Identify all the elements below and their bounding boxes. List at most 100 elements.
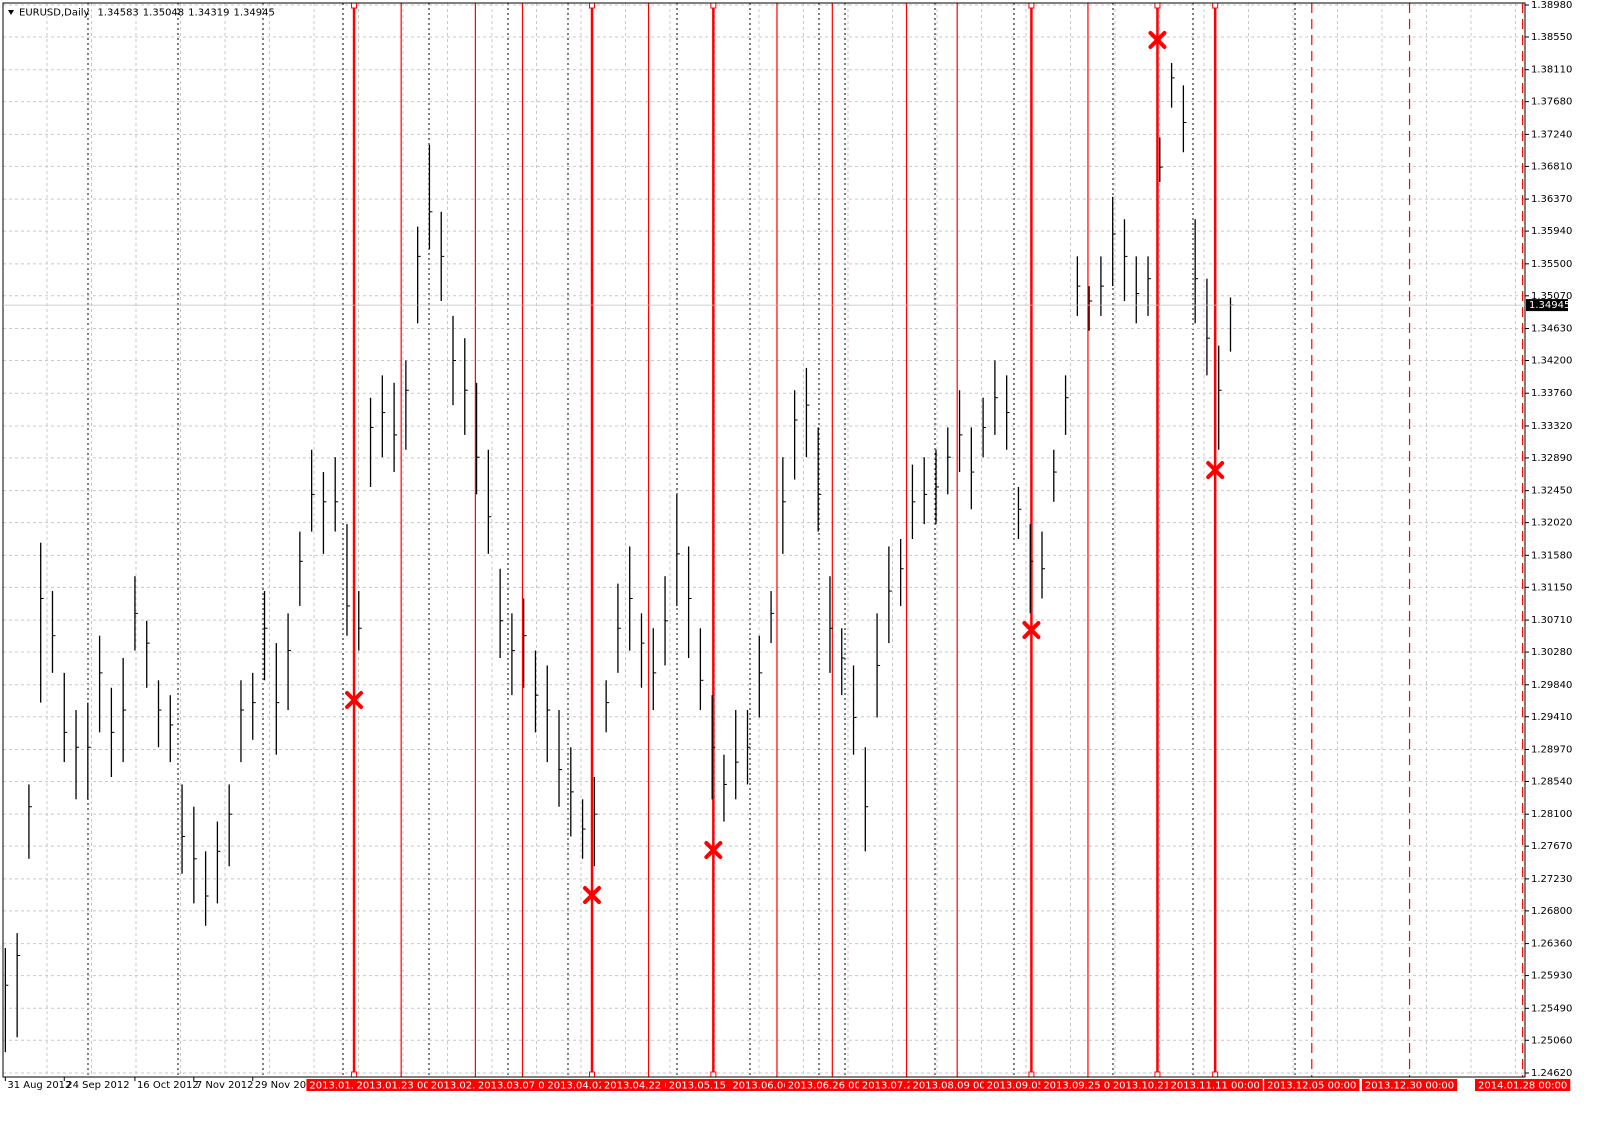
x-tick-label: 7 Nov 2012 xyxy=(196,1080,254,1091)
bar xyxy=(381,375,386,458)
y-tick-label: 1.25060 xyxy=(1531,1035,1572,1046)
y-tick-label: 1.28540 xyxy=(1531,776,1572,787)
bar xyxy=(746,710,751,785)
bar xyxy=(287,613,292,711)
bar xyxy=(829,576,833,673)
bar xyxy=(1088,286,1093,331)
header: EURUSD,Daily 1.34583 1.35048 1.34319 1.34945 xyxy=(8,8,275,19)
y-tick-label: 1.38110 xyxy=(1531,65,1572,76)
y-tick-label: 1.36810 xyxy=(1531,161,1572,172)
line-handle xyxy=(589,1071,596,1078)
bar xyxy=(310,449,315,532)
y-tick-label: 1.30280 xyxy=(1531,647,1572,658)
y-tick-label: 1.35500 xyxy=(1531,259,1572,270)
line-handle xyxy=(351,2,358,9)
bar xyxy=(1218,345,1222,450)
line-label-box xyxy=(1264,1079,1360,1091)
bar xyxy=(28,784,32,859)
line-label-text: 2013.10.21 00:00 xyxy=(1113,1081,1202,1092)
line-label-text: 2013.09.05 00:00 xyxy=(987,1081,1076,1092)
line-label: 2013.12.30 00:00 xyxy=(1361,1079,1458,1092)
y-tick-label: 1.32450 xyxy=(1531,486,1572,497)
x-marker-stroke xyxy=(345,691,364,710)
bar xyxy=(1029,524,1034,614)
bar xyxy=(935,449,939,525)
line-label-text: 2014.01.28 00:00 xyxy=(1478,1081,1567,1092)
bar xyxy=(1159,137,1163,183)
bar xyxy=(558,710,563,807)
bar xyxy=(617,583,621,673)
bar xyxy=(687,546,692,658)
bar xyxy=(817,427,822,532)
bar xyxy=(346,524,350,636)
line-label: 2013.06.26 00:00 xyxy=(784,1079,880,1092)
bar xyxy=(723,754,727,822)
bar xyxy=(1206,278,1210,376)
y-tick-label: 1.31150 xyxy=(1531,582,1572,593)
y-tick-label: 1.34200 xyxy=(1531,356,1572,367)
x-marker-stroke xyxy=(583,886,602,905)
line-label: 2013.08.09 00:00 xyxy=(909,1079,1005,1092)
bar xyxy=(252,672,256,740)
bar xyxy=(888,546,892,644)
bar xyxy=(146,620,150,688)
line-label-box xyxy=(353,1079,449,1091)
x-marker xyxy=(1022,621,1041,640)
bar xyxy=(581,799,586,859)
y-tick-label: 1.32020 xyxy=(1531,518,1572,529)
line-handle xyxy=(710,2,717,9)
bar xyxy=(299,531,303,606)
bar xyxy=(1147,256,1152,316)
line-handle xyxy=(1154,2,1161,9)
bar xyxy=(1112,196,1116,287)
low: 1.34319 xyxy=(188,8,229,19)
grid xyxy=(3,3,1525,1077)
y-tick-label: 1.25930 xyxy=(1531,971,1572,982)
bar xyxy=(393,382,398,473)
line-handle xyxy=(1154,1071,1161,1078)
bar xyxy=(1123,219,1128,302)
bar xyxy=(534,650,539,733)
line-handle xyxy=(1212,2,1219,9)
bar xyxy=(958,390,963,473)
x-marker xyxy=(583,886,602,905)
price-label: 1.34945 xyxy=(1529,300,1570,311)
bar xyxy=(40,542,44,703)
line-label: 2013.12.05 00:00 xyxy=(1264,1079,1360,1092)
line-handle xyxy=(710,1071,717,1078)
y-tick-label: 1.33760 xyxy=(1531,388,1572,399)
bar xyxy=(63,672,68,763)
y-tick-label: 1.38550 xyxy=(1531,32,1572,43)
bar xyxy=(240,680,244,763)
bar xyxy=(440,211,445,302)
bar xyxy=(487,449,492,554)
line-label-text: 2013.01.23 00:00 xyxy=(357,1081,446,1092)
bar xyxy=(1064,375,1069,435)
bar xyxy=(1100,256,1104,316)
bar xyxy=(876,613,881,718)
y-tick-label: 1.30710 xyxy=(1531,615,1572,626)
open: 1.34583 xyxy=(97,8,138,19)
bar xyxy=(1006,375,1010,450)
bar xyxy=(275,643,280,755)
x-tick-label: 16 Oct 2012 xyxy=(137,1080,199,1091)
bar xyxy=(87,702,91,800)
bar xyxy=(758,635,763,718)
y-tick-label: 1.29410 xyxy=(1531,712,1572,723)
bar xyxy=(51,591,56,673)
price-box xyxy=(1526,299,1568,312)
x-marker xyxy=(345,691,364,710)
line-label-text: 2013.12.05 00:00 xyxy=(1267,1081,1356,1092)
bar xyxy=(181,784,186,874)
x-marker xyxy=(704,841,723,860)
bar xyxy=(852,665,857,755)
bar xyxy=(428,144,433,249)
y-tick-label: 1.28100 xyxy=(1531,809,1572,820)
bar xyxy=(405,360,409,450)
x-marker xyxy=(1148,30,1167,49)
bar xyxy=(334,457,339,532)
line-label-box xyxy=(784,1079,880,1091)
bar xyxy=(499,568,504,658)
bar xyxy=(970,427,975,510)
